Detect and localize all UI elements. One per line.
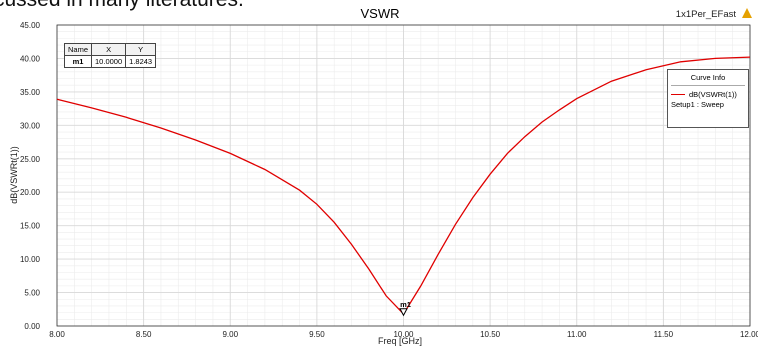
y-tick-label: 10.00: [20, 255, 41, 264]
x-tick-label: 9.00: [222, 330, 238, 339]
y-axis-label: dB(VSWRt(1)): [9, 146, 19, 204]
y-tick-label: 35.00: [20, 88, 41, 97]
series-line-dB(VSWRt(1))[interactable]: [56, 56, 751, 316]
x-tick-label: 11.00: [567, 330, 587, 339]
curve-info-entry[interactable]: dB(VSWRt(1)): [668, 90, 748, 99]
warning-triangle-icon[interactable]: [742, 8, 752, 18]
curve-info-title: Curve Info: [690, 73, 726, 82]
x-axis-label: Freq [GHz]: [377, 336, 423, 346]
marker-header-x: X: [91, 43, 127, 56]
x-tick-label: 10.00: [393, 330, 414, 339]
x-tick-label: 9.50: [309, 330, 325, 339]
marker-table-header: Name X Y: [63, 43, 157, 56]
marker-name-cell: m1: [63, 55, 93, 68]
plot-frame: [56, 24, 751, 327]
x-tick-label: 8.50: [136, 330, 152, 339]
marker-table[interactable]: Name X Y m1 10.0000 1.8243: [63, 43, 157, 68]
top-caption-text: cussed in many literatures.: [0, 0, 244, 12]
chart-title: VSWR: [360, 6, 400, 21]
y-tick-label: 30.00: [20, 121, 41, 130]
curve-setup-name: Setup1 : Sweep: [671, 100, 724, 109]
marker-x-cell: 10.0000: [91, 55, 127, 68]
marker-triangle-icon[interactable]: [399, 308, 408, 317]
y-tick-label: 5.00: [24, 289, 40, 298]
y-tick-label: 0.00: [24, 322, 40, 331]
curve-swatch-icon: [671, 94, 685, 95]
x-tick-label: 12.00: [740, 330, 758, 339]
y-tick-label: 20.00: [20, 188, 41, 197]
y-tick-label: 25.00: [20, 155, 41, 164]
marker-label: m1: [400, 300, 411, 309]
marker-header-y: Y: [125, 43, 157, 56]
curve-info-legend[interactable]: Curve Info dB(VSWRt(1)) Setup1 : Sweep: [667, 69, 749, 128]
marker-table-row[interactable]: m1 10.0000 1.8243: [63, 55, 157, 68]
x-tick-label: 8.00: [49, 330, 65, 339]
x-tick-label: 11.50: [654, 330, 674, 339]
y-tick-label: 40.00: [20, 54, 41, 63]
curve-info-divider: [671, 85, 745, 86]
marker-header-name: Name: [63, 43, 93, 56]
x-tick-label: 10.50: [480, 330, 501, 339]
curve-trace-name: dB(VSWRt(1)): [689, 90, 737, 99]
marker-y-cell: 1.8243: [125, 55, 157, 68]
project-label: 1x1Per_EFast: [675, 9, 736, 20]
y-tick-label: 45.00: [20, 21, 41, 30]
y-tick-label: 15.00: [20, 222, 41, 231]
